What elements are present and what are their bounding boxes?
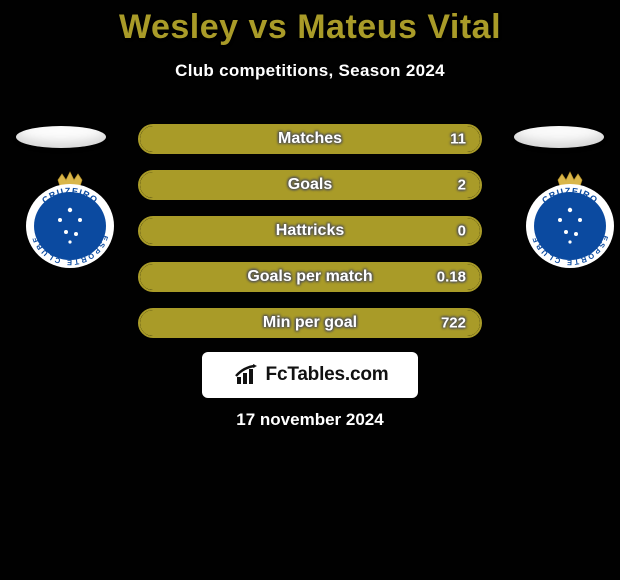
cruzeiro-crest-icon: CRUZEIRO ESPORTE CLUBE — [20, 170, 120, 270]
footer-date: 17 november 2024 — [0, 410, 620, 430]
club-badge-right: CRUZEIRO ESPORTE CLUBE — [520, 170, 620, 270]
stat-label: Matches — [278, 130, 342, 148]
stat-row-mpg: Min per goal 722 — [138, 308, 482, 338]
page-subtitle: Club competitions, Season 2024 — [0, 61, 620, 81]
stat-row-hattricks: Hattricks 0 — [138, 216, 482, 246]
player-token-left — [16, 126, 106, 148]
brand-box: FcTables.com — [202, 352, 418, 398]
stat-row-matches: Matches 11 — [138, 124, 482, 154]
stat-label: Goals per match — [247, 268, 372, 286]
stat-label: Goals — [288, 176, 332, 194]
player-token-right — [514, 126, 604, 148]
stats-panel: Matches 11 Goals 2 Hattricks 0 Goals per… — [138, 124, 482, 354]
stat-value: 0.18 — [437, 269, 466, 286]
stat-value: 11 — [450, 131, 466, 148]
stat-row-goals: Goals 2 — [138, 170, 482, 200]
infographic: Wesley vs Mateus Vital Club competitions… — [0, 0, 620, 580]
stat-label: Min per goal — [263, 314, 357, 332]
club-badge-left: CRUZEIRO ESPORTE CLUBE — [20, 170, 120, 270]
stat-value: 722 — [441, 315, 466, 332]
bar-chart-icon — [234, 363, 262, 387]
brand-text: FcTables.com — [266, 364, 389, 386]
stat-value: 2 — [458, 177, 466, 194]
stat-row-gpm: Goals per match 0.18 — [138, 262, 482, 292]
page-title: Wesley vs Mateus Vital — [0, 0, 620, 47]
cruzeiro-crest-icon: CRUZEIRO ESPORTE CLUBE — [520, 170, 620, 270]
stat-label: Hattricks — [276, 222, 344, 240]
stat-value: 0 — [458, 223, 466, 240]
